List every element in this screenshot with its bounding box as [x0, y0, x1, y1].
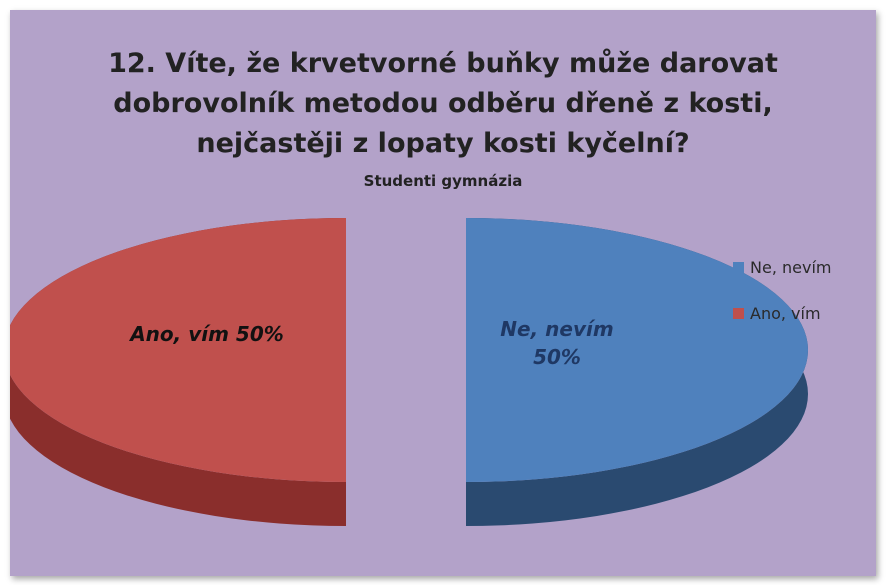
pie-slice-ano-v-m — [10, 218, 346, 526]
legend-swatch-ano-v-m — [733, 308, 744, 319]
legend-entry-ne-nev-m: Ne, nevím — [733, 258, 831, 277]
pie-slice-top-ne-nev-m — [466, 218, 808, 482]
legend-label-ano-v-m: Ano, vím — [750, 304, 821, 323]
chart-subtitle: Studenti gymnázia — [364, 172, 523, 190]
pie-slice-ne-nev-m — [466, 218, 808, 526]
data-label-ano-v-m: Ano, vím 50% — [128, 322, 284, 346]
chart-area: 12. Víte, že krvetvorné buňky může darov… — [10, 10, 876, 576]
legend-label-ne-nev-m: Ne, nevím — [750, 258, 831, 277]
legend-entry-ano-v-m: Ano, vím — [733, 304, 821, 323]
pie-slices — [10, 218, 808, 526]
chart-title-line-2: dobrovolník metodou odběru dřeně z kosti… — [113, 88, 772, 119]
data-label-ne-nev-m: Ne, nevím 50% — [500, 317, 613, 369]
legend-swatch-ne-nev-m — [733, 262, 744, 273]
data-labels: Ne, nevím 50% Ano, vím 50% — [128, 317, 614, 369]
pie-slice-top-ano-v-m — [10, 218, 346, 482]
chart-legend: Ne, nevím Ano, vím — [733, 258, 831, 323]
chart-title-line-3: nejčastěji z lopaty kosti kyčelní? — [196, 128, 689, 159]
pie-chart: 12. Víte, že krvetvorné buňky může darov… — [10, 48, 831, 526]
chart-title-line-1: 12. Víte, že krvetvorné buňky může darov… — [108, 48, 778, 79]
